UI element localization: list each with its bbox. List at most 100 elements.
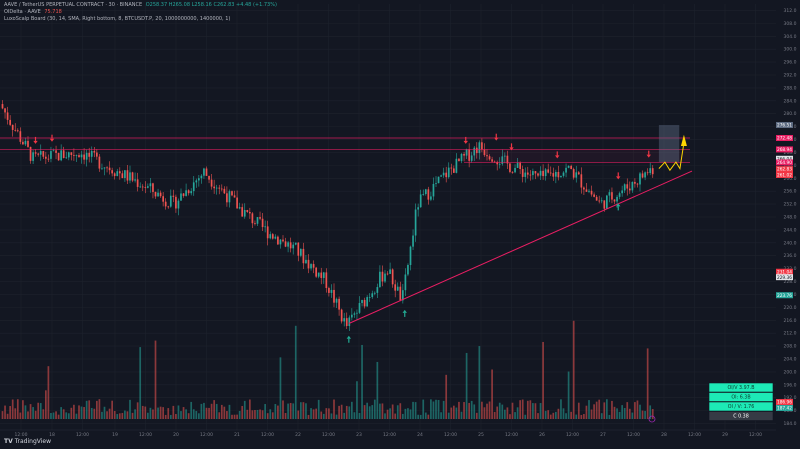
candle-body [570, 165, 572, 169]
volume-bar [121, 412, 124, 419]
volume-bar [335, 414, 338, 419]
candle-body [529, 174, 532, 176]
down-arrow-icon [555, 155, 560, 159]
volume-bar [141, 405, 144, 419]
candle-body [325, 272, 328, 289]
candle-body [361, 299, 363, 304]
projection-box [658, 125, 680, 163]
y-tick-label: 288.0 [784, 85, 797, 91]
candle-body [391, 269, 394, 285]
volume-bar [358, 413, 361, 419]
volume-bar [136, 402, 139, 419]
price-label-tag [776, 166, 793, 173]
volume-bar [402, 413, 404, 419]
candle-body [366, 297, 368, 307]
candle-body [616, 196, 618, 202]
candle-body [249, 211, 251, 214]
candle-body [562, 172, 565, 176]
volume-bar [450, 407, 453, 419]
volume-bar [424, 412, 427, 419]
candle-body [108, 167, 111, 171]
volume-bar [618, 411, 621, 419]
candle-body [220, 188, 223, 190]
volume-bar [289, 402, 292, 419]
x-tick-label: 12:00 [749, 432, 762, 438]
volume-bar [266, 413, 269, 419]
volume-bar [131, 412, 134, 419]
volume-bar [78, 405, 80, 419]
candle-body [259, 217, 261, 219]
resistance-zone [464, 149, 690, 163]
volume-bar [251, 410, 254, 419]
volume-bar [149, 407, 152, 419]
volume-bar [103, 406, 106, 419]
volume-bar [478, 346, 481, 419]
candle-body [254, 223, 256, 225]
price-label-text: 229.36 [777, 275, 792, 281]
volume-bar [475, 412, 478, 419]
candle-body [651, 168, 654, 175]
candle-body [557, 171, 560, 178]
volume-bar [111, 400, 113, 419]
y-tick-label: 284.0 [784, 98, 797, 104]
volume-bar [65, 412, 68, 419]
volume-bar [412, 401, 414, 419]
volume-bar [460, 411, 463, 419]
y-tick-label: 304.0 [784, 34, 797, 40]
price-label-tag [776, 171, 793, 178]
candle-body [126, 170, 129, 181]
candle-body [177, 200, 180, 209]
volume-bar [519, 400, 521, 419]
volume-bar [542, 341, 544, 419]
candle-body [24, 140, 27, 145]
candle-body [417, 207, 419, 210]
candle-body [322, 272, 325, 278]
candle-body [320, 272, 323, 278]
volume-bar [404, 408, 407, 419]
volume-bar [113, 410, 116, 419]
volume-bar [381, 403, 384, 419]
volume-bar [126, 411, 129, 419]
volume-bar [570, 411, 572, 419]
volume-bar [384, 413, 386, 419]
candle-body [560, 175, 562, 178]
candle-body [537, 173, 539, 176]
volume-bar [9, 406, 11, 419]
candle-body [80, 154, 83, 158]
volume-bar [259, 409, 261, 419]
volume-bar [175, 413, 177, 419]
volume-bar [572, 320, 575, 419]
volume-bar [338, 405, 340, 419]
candle-body [588, 190, 590, 192]
candle-body [27, 140, 29, 147]
candle-body [90, 150, 93, 157]
candle-body [172, 195, 175, 197]
candle-body [478, 142, 481, 154]
y-tick-label: 308.0 [784, 21, 797, 27]
candle-body [427, 189, 430, 200]
candle-body [358, 303, 361, 313]
volume-bar [603, 402, 606, 419]
volume-bar [108, 408, 111, 419]
volume-bar [509, 414, 511, 419]
candle-body [164, 201, 167, 207]
volume-bar [32, 407, 34, 419]
y-tick-label: 212.0 [784, 331, 797, 337]
candle-body [70, 152, 73, 155]
volume-bar [226, 411, 228, 419]
indicator-2-name: LuxoScalp Board (30, 14, SMA, Right bott… [4, 16, 231, 22]
volume-bar [57, 414, 60, 419]
candle-body [498, 163, 501, 165]
volume-bar [422, 399, 425, 419]
candle-body [488, 156, 491, 160]
volume-bar [249, 399, 251, 419]
volume-bar [557, 408, 560, 419]
candle-body [152, 183, 154, 192]
tradingview-logo: TV TradingView [4, 438, 51, 445]
candle-body [195, 180, 198, 183]
volume-bar [73, 404, 75, 419]
volume-bar [96, 400, 98, 419]
volume-bar [157, 407, 159, 419]
candle-body [134, 179, 136, 181]
